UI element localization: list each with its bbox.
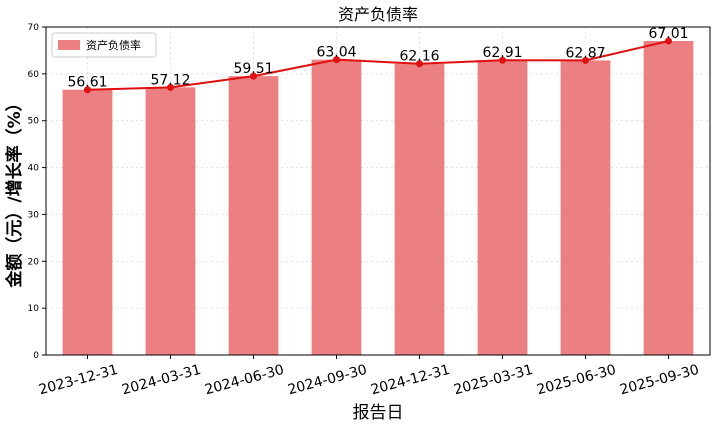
bar [228, 76, 279, 356]
x-axis-label: 报告日 [353, 403, 404, 423]
bar [477, 60, 528, 356]
legend-label: 资产负债率 [86, 38, 141, 52]
line-layer [84, 37, 672, 94]
data-label: 67.01 [648, 26, 688, 42]
y-tick-label: 20 [28, 257, 40, 267]
bar [560, 60, 611, 355]
legend: 资产负债率 [51, 32, 157, 58]
line-point [333, 56, 340, 64]
data-label-layer: 56.61 57.12 59.51 63.04 62.16 62.91 62.87 67.01 [67, 26, 688, 91]
line-series [87, 40, 669, 91]
data-label: 62.87 [565, 45, 605, 61]
legend-swatch [58, 40, 80, 50]
line-point [250, 72, 257, 80]
line-point [499, 56, 506, 64]
bar [643, 41, 694, 355]
bar [394, 63, 445, 356]
line-point [84, 86, 91, 94]
line-point [416, 60, 423, 68]
legend-box [51, 32, 157, 58]
y-tick-label: 60 [28, 70, 40, 80]
data-label: 56.61 [67, 75, 107, 91]
bar-layer [62, 41, 694, 356]
line-point [665, 37, 672, 45]
plot-frame [45, 26, 711, 356]
data-label: 59.51 [233, 61, 273, 77]
bar [311, 59, 362, 355]
y-axis-label: 金额（元）/增长率（%） [4, 94, 25, 288]
bar [145, 87, 196, 356]
data-label: 62.91 [482, 45, 522, 61]
chart-title: 资产负债率 [338, 5, 418, 24]
line-point [582, 56, 589, 64]
data-label: 62.16 [399, 49, 439, 65]
bar [62, 89, 113, 356]
line-point [167, 83, 174, 91]
y-tick-label: 30 [28, 210, 40, 220]
data-label: 63.04 [316, 45, 356, 61]
y-tick-label: 50 [28, 117, 40, 127]
y-tick-label: 0 [33, 351, 39, 361]
y-tick-label: 40 [28, 164, 40, 174]
data-label: 57.12 [150, 72, 190, 88]
y-tick-label: 70 [28, 23, 40, 33]
y-tick-label: 10 [28, 304, 40, 314]
